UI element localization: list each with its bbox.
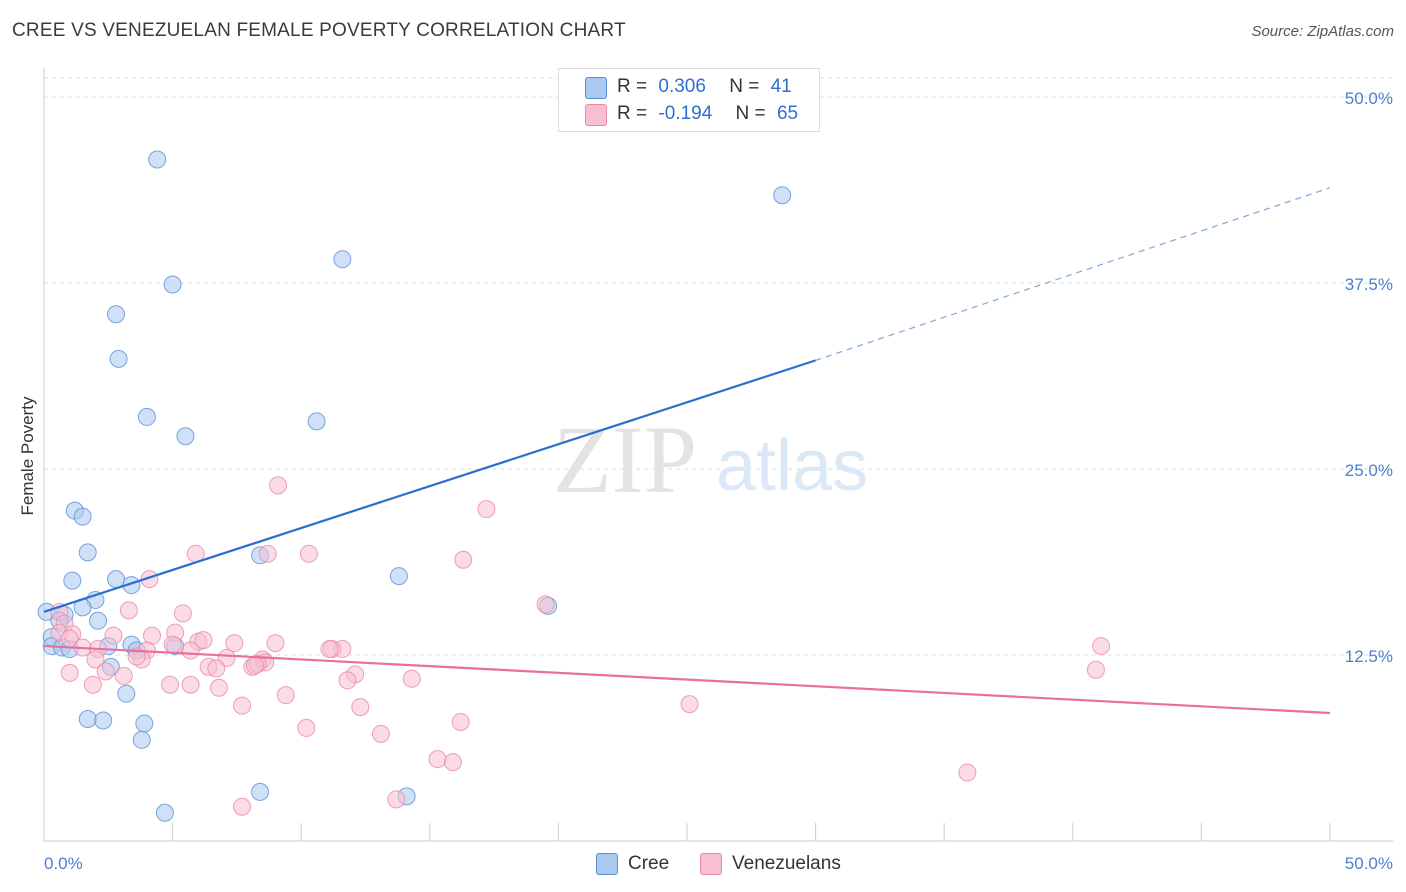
venezuelan-point [402, 669, 421, 688]
venezuelan-point [60, 663, 79, 682]
cree-point [333, 250, 352, 269]
cree-point [155, 803, 174, 822]
cree-trendline-extension [815, 187, 1331, 361]
venezuelan-point [266, 634, 285, 653]
ven-n-label: N = [735, 103, 766, 124]
venezuelan-point [119, 601, 138, 620]
cree-point [135, 714, 154, 733]
cree-swatch [585, 77, 607, 99]
cree-n-value: 41 [770, 76, 792, 97]
cree-point [148, 150, 167, 169]
ven-n-value: 65 [776, 103, 799, 124]
bottom-cree-swatch [596, 853, 618, 875]
venezuelan-point [225, 634, 244, 653]
venezuelan-point [536, 595, 555, 614]
x-tick-label: 0.0% [44, 854, 83, 873]
venezuelan-point [320, 640, 339, 659]
venezuelan-point [428, 750, 447, 769]
cree-trendline [43, 359, 816, 613]
watermark-zip: ZIP [553, 406, 697, 513]
venezuelan-point [114, 666, 133, 685]
venezuelan-point [181, 675, 200, 694]
axes [43, 68, 1393, 842]
venezuelan-point [451, 712, 470, 731]
venezuelan-point [297, 718, 316, 737]
cree-point [307, 412, 326, 431]
cree-point [176, 427, 195, 446]
cree-point [389, 567, 408, 586]
venezuelan-point [233, 696, 252, 715]
data-points [37, 150, 1111, 822]
venezuelan-point [680, 695, 699, 714]
venezuelan-point [338, 671, 357, 690]
venezuelan-point [161, 675, 180, 694]
venezuelan-point [454, 550, 473, 569]
venezuelan-point [299, 544, 318, 563]
correlation-legend: R = 0.306 N = 41 R = -0.194 N = 65 [558, 68, 820, 132]
venezuelan-point [477, 500, 496, 519]
grid [44, 77, 1393, 656]
venezuelan-point [127, 647, 146, 666]
cree-r-value: 0.306 [658, 76, 706, 97]
venezuelan-trendline [43, 644, 1331, 715]
venezuelan-point [86, 650, 105, 669]
cree-point [73, 507, 92, 526]
y-tick-label: 37.5% [1345, 275, 1393, 294]
venezuelan-point [443, 753, 462, 772]
venezuelan-point [269, 476, 288, 495]
venezuelan-point [209, 678, 228, 697]
cree-point [78, 709, 97, 728]
cree-point [94, 711, 113, 730]
trendlines [43, 187, 1331, 715]
venezuelan-point [1086, 660, 1105, 679]
cree-point [773, 186, 792, 205]
venezuelan-point [371, 724, 390, 743]
venezuelan-point [387, 790, 406, 809]
y-tick-label: 25.0% [1345, 461, 1393, 480]
cree-point [132, 730, 151, 749]
venezuelan-point [104, 626, 123, 645]
bottom-venezuelans-swatch [700, 853, 722, 875]
venezuelan-point [1092, 637, 1111, 656]
cree-point [117, 684, 136, 703]
cree-point [251, 782, 270, 801]
venezuelan-point [194, 631, 213, 650]
venezuelans-swatch [585, 104, 607, 126]
venezuelan-point [233, 797, 252, 816]
y-tick-label: 12.5% [1345, 647, 1393, 666]
cree-point [137, 407, 156, 426]
cree-n-label: N = [729, 76, 760, 97]
x-tick-label: 50.0% [1345, 854, 1393, 873]
bottom-cree-label: Cree [628, 853, 670, 874]
venezuelan-point [258, 544, 277, 563]
cree-r-label: R = [617, 76, 648, 97]
chart-title: CREE VS VENEZUELAN FEMALE POVERTY CORREL… [12, 20, 626, 41]
venezuelan-point [276, 686, 295, 705]
venezuelan-point [163, 635, 182, 654]
venezuelan-point [96, 662, 115, 681]
ven-r-value: -0.194 [658, 103, 713, 124]
bottom-venezuelans-label: Venezuelans [732, 853, 841, 874]
cree-point [107, 570, 126, 589]
cree-point [163, 275, 182, 294]
cree-point [78, 543, 97, 562]
y-tick-label: 50.0% [1345, 89, 1393, 108]
watermark: ZIP atlas [553, 406, 868, 513]
cree-point [89, 611, 108, 630]
venezuelan-point [958, 763, 977, 782]
venezuelan-point [245, 656, 264, 675]
venezuelan-point [83, 675, 102, 694]
watermark-atlas: atlas [716, 426, 868, 506]
venezuelan-point [207, 659, 226, 678]
ven-r-label: R = [617, 103, 648, 124]
venezuelan-point [351, 698, 370, 717]
cree-point [107, 305, 126, 324]
cree-point [109, 349, 128, 368]
tick-labels: 12.5% 25.0% 37.5% 50.0% 0.0% 50.0% [44, 89, 1393, 873]
venezuelan-point [173, 604, 192, 623]
cree-point [63, 571, 82, 590]
source-label: Source: ZipAtlas.com [1251, 23, 1394, 40]
